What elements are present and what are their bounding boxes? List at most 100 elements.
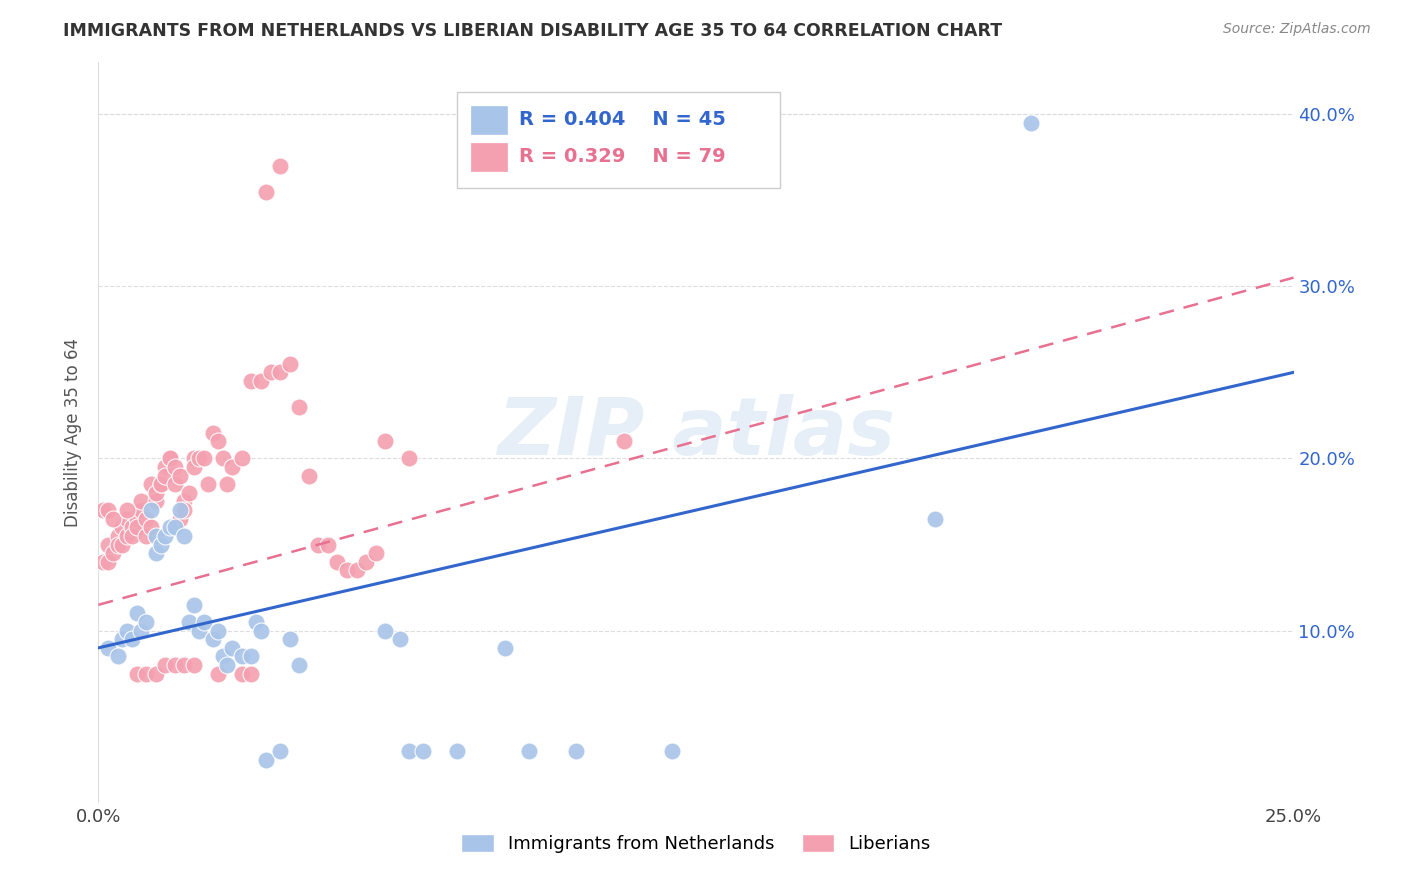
Point xyxy=(159,520,181,534)
Point xyxy=(240,374,263,388)
Point xyxy=(179,486,201,500)
Point xyxy=(115,529,138,543)
Point xyxy=(240,649,263,664)
Point xyxy=(517,744,540,758)
Point xyxy=(307,537,329,551)
Point xyxy=(139,503,162,517)
Point xyxy=(374,434,396,449)
Point xyxy=(149,477,172,491)
Point xyxy=(107,529,129,543)
Point xyxy=(163,460,186,475)
Point xyxy=(179,615,201,629)
Point xyxy=(173,494,195,508)
Point xyxy=(231,649,253,664)
Point xyxy=(145,529,167,543)
Point xyxy=(374,624,396,638)
Point xyxy=(278,357,301,371)
Y-axis label: Disability Age 35 to 64: Disability Age 35 to 64 xyxy=(65,338,83,527)
Point xyxy=(288,658,311,673)
Point xyxy=(183,598,205,612)
Point xyxy=(269,365,291,379)
Point xyxy=(187,451,209,466)
Point xyxy=(207,624,229,638)
Point xyxy=(97,503,120,517)
Point xyxy=(91,503,114,517)
Point xyxy=(135,615,157,629)
Point xyxy=(163,477,186,491)
Point xyxy=(173,658,195,673)
Point xyxy=(169,503,191,517)
Point xyxy=(661,744,683,758)
Point xyxy=(125,512,148,526)
Point xyxy=(565,744,588,758)
Point xyxy=(336,563,359,577)
Point xyxy=(202,632,225,647)
Point xyxy=(121,520,143,534)
Point xyxy=(316,537,339,551)
Point xyxy=(398,744,420,758)
Point xyxy=(135,529,157,543)
Point xyxy=(115,503,138,517)
Point xyxy=(145,666,167,681)
Point xyxy=(217,658,239,673)
Point xyxy=(169,468,191,483)
Point xyxy=(159,451,181,466)
Point xyxy=(115,512,138,526)
Point xyxy=(221,460,243,475)
Point xyxy=(135,666,157,681)
Point xyxy=(121,529,143,543)
Point xyxy=(125,520,148,534)
Point xyxy=(149,537,172,551)
Point xyxy=(388,632,411,647)
Point xyxy=(412,744,434,758)
Point xyxy=(446,744,468,758)
Point xyxy=(240,666,263,681)
Point xyxy=(111,520,134,534)
Point xyxy=(259,365,281,379)
FancyBboxPatch shape xyxy=(471,143,508,171)
Point xyxy=(183,451,205,466)
Point xyxy=(250,624,273,638)
Point xyxy=(187,624,209,638)
Point xyxy=(245,615,267,629)
Point xyxy=(111,632,134,647)
Text: R = 0.404    N = 45: R = 0.404 N = 45 xyxy=(519,110,725,129)
Point xyxy=(288,400,311,414)
Point xyxy=(346,563,368,577)
Point xyxy=(97,640,120,655)
Point xyxy=(364,546,387,560)
Point xyxy=(111,537,134,551)
Point xyxy=(197,477,219,491)
Point xyxy=(163,658,186,673)
Point xyxy=(155,460,177,475)
Point xyxy=(613,434,636,449)
Point xyxy=(254,753,277,767)
Point xyxy=(107,537,129,551)
Legend: Immigrants from Netherlands, Liberians: Immigrants from Netherlands, Liberians xyxy=(454,827,938,861)
Point xyxy=(207,666,229,681)
Point xyxy=(169,512,191,526)
Point xyxy=(131,503,153,517)
Point xyxy=(125,607,148,621)
Point xyxy=(173,529,195,543)
Point xyxy=(326,555,349,569)
Point xyxy=(231,451,253,466)
Point xyxy=(217,477,239,491)
Point xyxy=(193,451,215,466)
Point xyxy=(211,649,233,664)
Point xyxy=(231,666,253,681)
FancyBboxPatch shape xyxy=(457,92,780,188)
Point xyxy=(398,451,420,466)
Text: ZIP atlas: ZIP atlas xyxy=(496,393,896,472)
Point xyxy=(121,632,143,647)
Point xyxy=(202,425,225,440)
Point xyxy=(354,555,377,569)
Point xyxy=(494,640,516,655)
Point xyxy=(131,624,153,638)
Point xyxy=(221,640,243,655)
Point xyxy=(211,451,233,466)
Point xyxy=(173,503,195,517)
Point xyxy=(115,624,138,638)
Point xyxy=(159,451,181,466)
Point xyxy=(183,460,205,475)
